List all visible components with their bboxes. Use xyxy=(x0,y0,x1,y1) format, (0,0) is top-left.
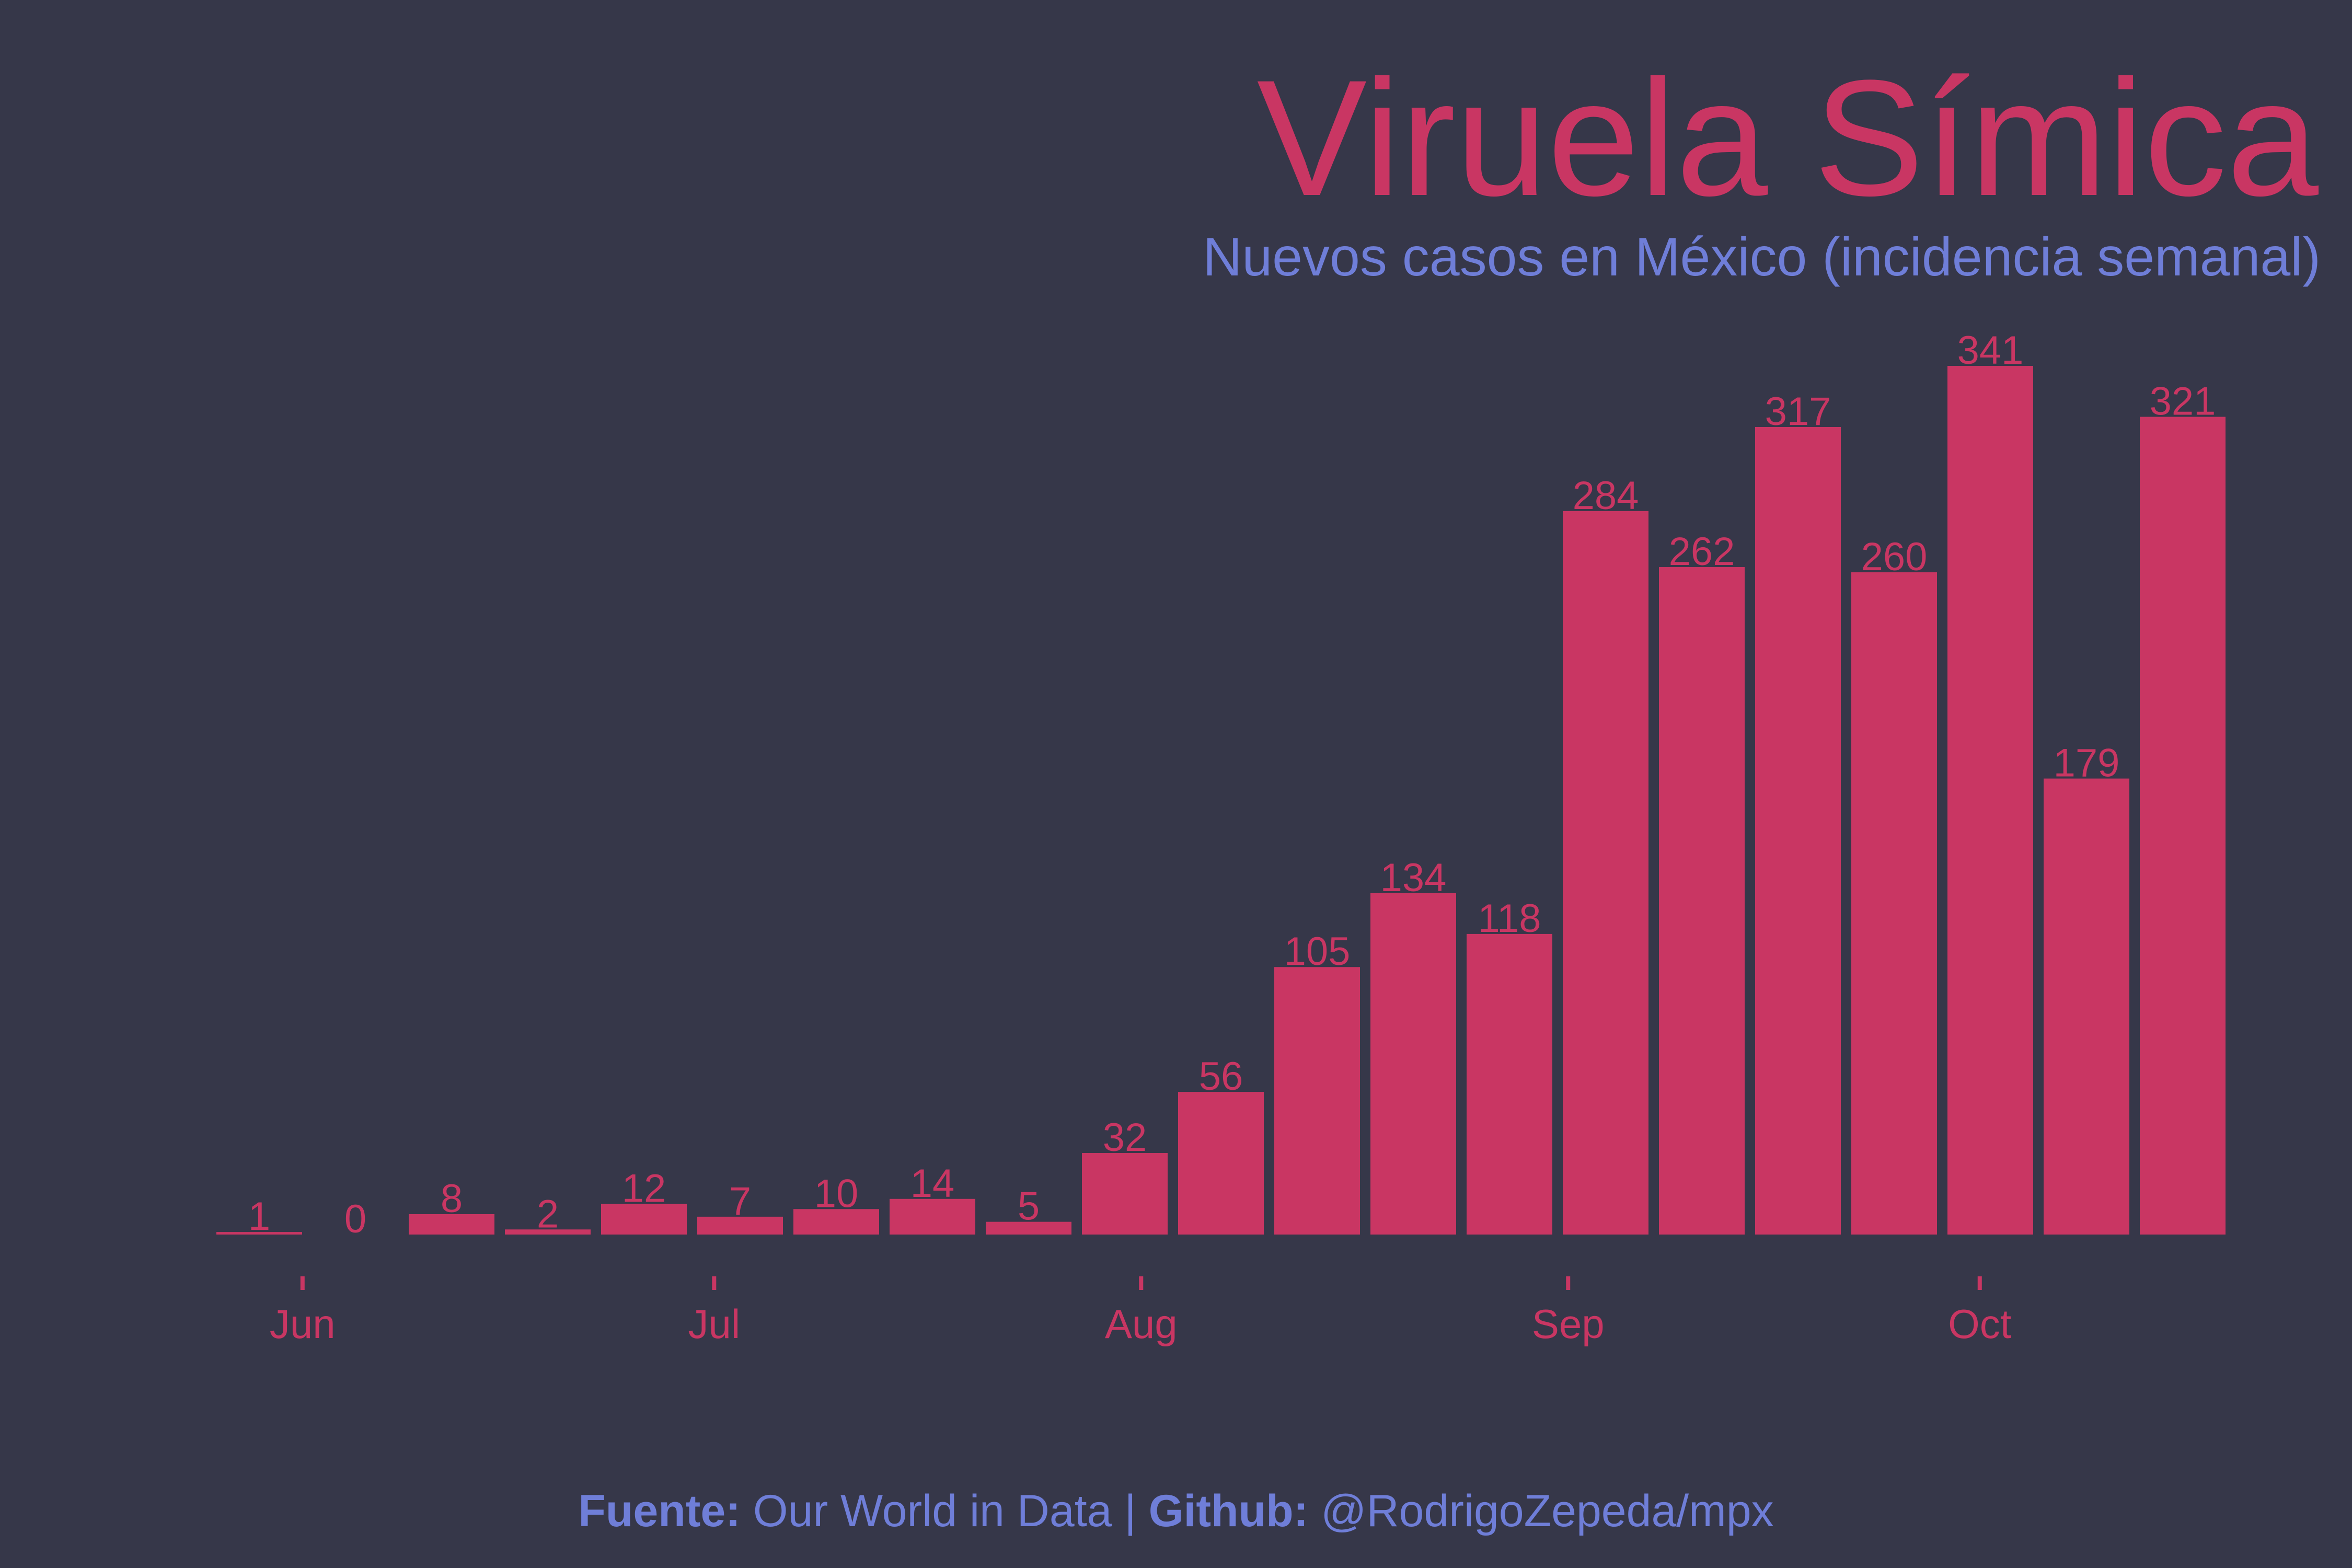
bar-16 xyxy=(1659,567,1745,1235)
source-text: Our World in Data | xyxy=(741,1486,1149,1536)
bar-value-label-9: 5 xyxy=(1018,1184,1040,1229)
x-axis: Jun Jul Aug Sep Oct xyxy=(270,1276,2012,1347)
x-tick-label-sep: Sep xyxy=(1532,1301,1605,1347)
bar-value-label-21: 321 xyxy=(2150,379,2216,423)
github-text: @RodrigoZepeda/mpx xyxy=(1308,1486,1773,1536)
bar-14 xyxy=(1467,933,1552,1235)
bar-value-label-13: 134 xyxy=(1380,856,1447,900)
bar-value-label-4: 2 xyxy=(537,1192,559,1236)
bar-value-label-12: 105 xyxy=(1284,929,1351,974)
chart-subtitle: Nuevos casos en México (incidencia seman… xyxy=(1203,227,2321,287)
bar-8 xyxy=(890,1198,975,1235)
bar-19 xyxy=(1947,366,2033,1235)
source-caption: Fuente: Our World in Data | Github: @Rod… xyxy=(578,1486,1773,1536)
bar-value-label-5: 12 xyxy=(622,1167,666,1211)
bar-value-label-16: 262 xyxy=(1669,529,1735,574)
bar-value-label-3: 8 xyxy=(441,1177,463,1221)
bar-17 xyxy=(1755,426,1841,1235)
bar-15 xyxy=(1563,511,1648,1235)
bar-value-label-15: 284 xyxy=(1573,474,1639,518)
bar-5 xyxy=(601,1204,687,1235)
bar-18 xyxy=(1851,572,1937,1235)
chart-title: Viruela Símica xyxy=(1257,45,2320,230)
bar-value-label-7: 10 xyxy=(814,1171,859,1216)
bar-value-label-11: 56 xyxy=(1199,1054,1243,1099)
bar-value-label-1: 1 xyxy=(248,1194,270,1239)
x-tick-label-aug: Aug xyxy=(1105,1301,1178,1347)
bars-layer xyxy=(216,366,2226,1235)
bar-11 xyxy=(1178,1092,1264,1235)
bar-value-label-17: 317 xyxy=(1765,389,1831,434)
bar-value-label-6: 7 xyxy=(729,1179,751,1224)
x-tick-label-oct: Oct xyxy=(1948,1301,2012,1347)
bar-1 xyxy=(216,1232,302,1235)
x-tick-label-jun: Jun xyxy=(270,1301,336,1347)
bar-21 xyxy=(2140,417,2226,1235)
bar-20 xyxy=(2044,778,2129,1235)
bar-value-label-10: 32 xyxy=(1103,1115,1147,1160)
x-tick-label-jul: Jul xyxy=(688,1301,740,1347)
bar-6 xyxy=(697,1216,783,1235)
bar-value-label-8: 14 xyxy=(910,1161,955,1206)
bar-13 xyxy=(1370,893,1456,1235)
bar-value-label-19: 341 xyxy=(1957,328,2024,373)
bar-10 xyxy=(1082,1153,1168,1235)
github-label: Github: xyxy=(1149,1486,1309,1536)
bar-value-label-14: 118 xyxy=(1478,896,1541,941)
source-label: Fuente: xyxy=(578,1486,741,1536)
bar-4 xyxy=(505,1229,591,1235)
bar-labels-layer: 1 0 8 212 7 10 1453256105134118284262317260341… xyxy=(248,328,2216,1241)
bar-7 xyxy=(793,1209,879,1235)
bar-value-label-20: 179 xyxy=(2054,741,2120,786)
bar-value-label-2: 0 xyxy=(344,1197,366,1241)
bar-value-label-18: 260 xyxy=(1861,535,1928,579)
bar-12 xyxy=(1274,967,1360,1235)
bar-9 xyxy=(986,1221,1071,1235)
bar-3 xyxy=(409,1214,494,1235)
